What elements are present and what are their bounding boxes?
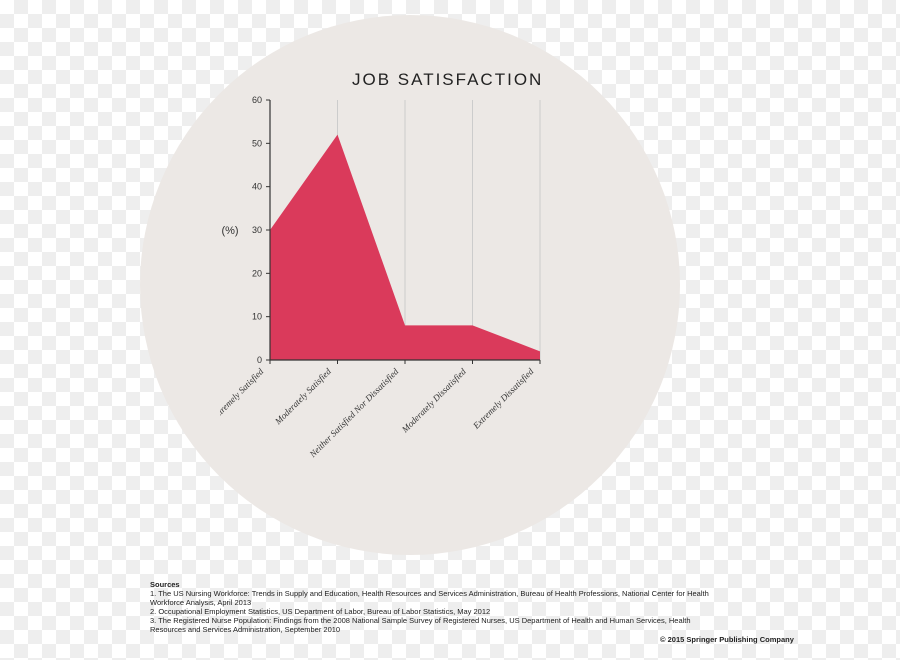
svg-text:30: 30 [252, 225, 262, 235]
svg-text:50: 50 [252, 138, 262, 148]
copyright-text: © 2015 Springer Publishing Company [660, 635, 794, 644]
sources-heading: Sources [150, 580, 710, 589]
sources-block: Sources 1. The US Nursing Workforce: Tre… [150, 580, 710, 634]
sources-line: 1. The US Nursing Workforce: Trends in S… [150, 589, 710, 607]
sources-line: 3. The Registered Nurse Population: Find… [150, 616, 710, 634]
svg-text:Moderately Satisfied: Moderately Satisfied [272, 366, 333, 427]
svg-text:Extremely Dissatisfied: Extremely Dissatisfied [470, 366, 535, 431]
svg-text:Moderately Dissatisfied: Moderately Dissatisfied [399, 366, 468, 435]
svg-text:0: 0 [257, 355, 262, 365]
job-satisfaction-chart: 0102030405060(%)Extremely SatisfiedModer… [220, 90, 550, 500]
svg-text:40: 40 [252, 182, 262, 192]
chart-title: JOB SATISFACTION [352, 70, 543, 90]
svg-text:20: 20 [252, 268, 262, 278]
svg-text:Extremely Satisfied: Extremely Satisfied [220, 366, 266, 423]
svg-text:10: 10 [252, 312, 262, 322]
svg-text:(%): (%) [221, 225, 238, 237]
svg-text:60: 60 [252, 95, 262, 105]
sources-line: 2. Occupational Employment Statistics, U… [150, 607, 710, 616]
